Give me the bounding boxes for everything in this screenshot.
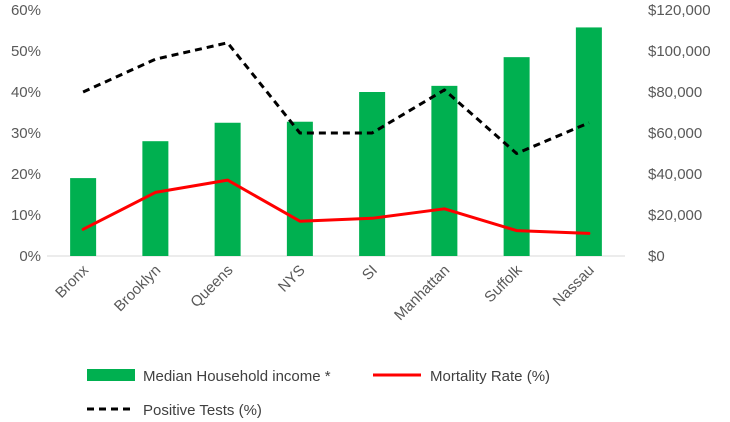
left-y-tick-label: 10% <box>11 207 41 224</box>
legend-label-positive-tests: Positive Tests (%) <box>143 402 262 419</box>
right-y-tick-label: $20,000 <box>648 207 702 224</box>
left-y-tick-label: 20% <box>11 166 41 183</box>
income-bar <box>359 92 386 256</box>
income-bar <box>503 57 530 257</box>
income-bar <box>286 121 313 256</box>
income-bars <box>70 27 602 257</box>
left-y-tick-label: 0% <box>19 248 41 265</box>
income-bar <box>70 178 97 256</box>
series-lines <box>81 41 591 235</box>
income-bar <box>575 27 602 256</box>
right-y-tick-label: $100,000 <box>648 43 711 60</box>
legend: Median Household income * Mortality Rate … <box>87 368 550 419</box>
right-y-axis: $0 $20,000 $40,000 $60,000 $80,000 $100,000 $1… <box>648 2 711 265</box>
left-y-axis: 0% 10% 20% 30% 40% 50% 60% <box>11 2 41 265</box>
left-y-tick-label: 60% <box>11 2 41 19</box>
x-tick-label: Bronx <box>52 261 92 301</box>
right-y-tick-label: $40,000 <box>648 166 702 183</box>
income-bar <box>431 85 458 256</box>
legend-label-mortality: Mortality Rate (%) <box>430 368 550 385</box>
right-y-tick-label: $0 <box>648 248 665 265</box>
x-tick-label: Brooklyn <box>111 262 164 315</box>
left-y-tick-label: 50% <box>11 43 41 60</box>
legend-swatch-income <box>87 369 135 381</box>
left-y-tick-label: 40% <box>11 84 41 101</box>
right-y-tick-label: $80,000 <box>648 84 702 101</box>
mortality-rate-line <box>81 178 591 235</box>
x-axis-labels: Bronx Brooklyn Queens NYS SI Manhattan Suffolk… <box>52 261 597 323</box>
left-y-tick-label: 30% <box>11 125 41 142</box>
x-tick-label: NYS <box>275 262 309 296</box>
x-tick-label: Queens <box>187 262 236 311</box>
x-tick-label: SI <box>359 262 381 284</box>
right-y-tick-label: $120,000 <box>648 2 711 19</box>
income-bar <box>214 122 241 256</box>
x-tick-label: Manhattan <box>391 262 453 324</box>
x-tick-label: Nassau <box>550 262 598 310</box>
legend-label-income: Median Household income * <box>143 368 331 385</box>
right-y-tick-label: $60,000 <box>648 125 702 142</box>
income-bar <box>142 141 169 256</box>
positive-tests-line <box>82 41 590 155</box>
x-tick-label: Suffolk <box>481 261 526 306</box>
